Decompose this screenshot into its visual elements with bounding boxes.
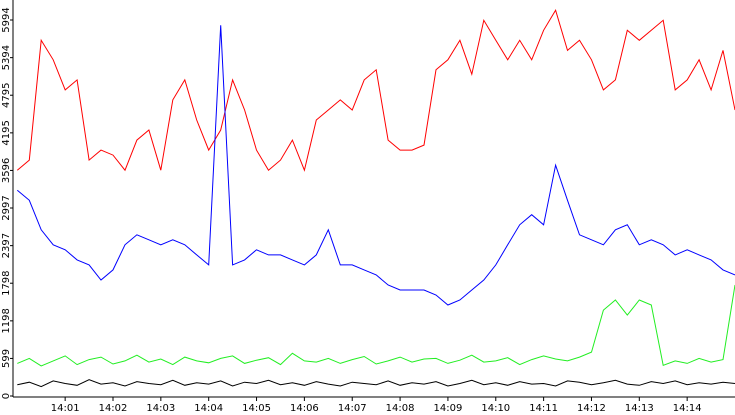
y-tick-label: 3596 (1, 158, 12, 183)
series-line (17, 284, 735, 367)
x-tick-label: 14:05 (242, 403, 271, 414)
y-tick-label: 4195 (1, 120, 12, 145)
series-line (16, 25, 735, 306)
x-tick-label: 14:14 (673, 403, 702, 414)
x-tick-label: 14:08 (386, 403, 415, 414)
x-tick-label: 14:09 (434, 403, 463, 414)
x-tick-label: 14:02 (99, 403, 128, 414)
y-tick-label: 1798 (1, 270, 12, 295)
y-tick-label: 1198 (1, 308, 12, 333)
x-tick-label: 14:04 (194, 403, 223, 414)
x-tick-label: 14:06 (290, 403, 319, 414)
x-tick-label: 14:11 (529, 403, 558, 414)
x-tick-label: 14:12 (577, 403, 606, 414)
y-tick-label: 2397 (1, 233, 12, 258)
y-tick-label: 4795 (1, 82, 12, 107)
y-tick-label: 2997 (1, 195, 12, 220)
series-line (17, 379, 735, 388)
y-tick-label: 5994 (1, 7, 12, 32)
y-tick-label: 5394 (1, 45, 12, 70)
x-tick-label: 14:10 (481, 403, 510, 414)
y-tick-label: 599 (1, 349, 12, 368)
x-tick-label: 14:13 (625, 403, 654, 414)
x-tick-label: 14:01 (51, 403, 80, 414)
x-tick-label: 14:07 (338, 403, 367, 414)
series-line (16, 8, 735, 172)
y-tick-label: 0 (1, 393, 12, 399)
x-tick-label: 14:03 (146, 403, 175, 414)
